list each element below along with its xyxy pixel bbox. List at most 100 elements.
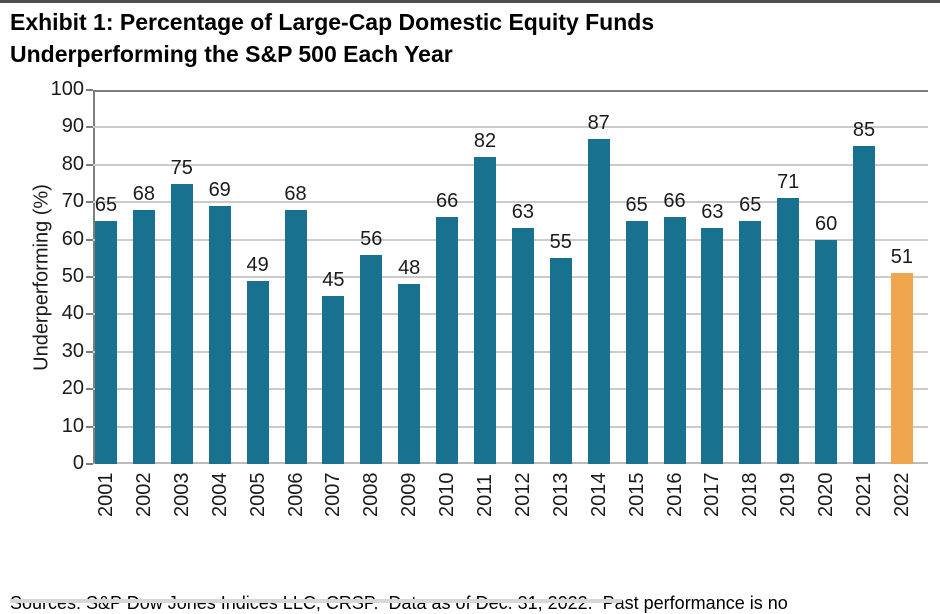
x-axis-tick-label: 2010 xyxy=(436,472,459,518)
x-axis-tick-label: 2020 xyxy=(815,472,838,518)
bar-value-label: 75 xyxy=(170,156,193,179)
x-axis-tick-label: 2022 xyxy=(890,472,913,518)
bar-value-label: 65 xyxy=(625,193,648,216)
chart-title-line1: Exhibit 1: Percentage of Large-Cap Domes… xyxy=(10,9,655,35)
y-tick-mark xyxy=(86,238,93,241)
bar-2002 xyxy=(132,209,155,464)
x-axis-tick-label: 2016 xyxy=(663,472,686,518)
x-axis-tick-label: 2011 xyxy=(474,473,496,517)
bar-2019 xyxy=(777,198,800,464)
bar-value-label: 66 xyxy=(663,190,686,213)
y-tick-mark xyxy=(86,350,93,353)
bar-2001 xyxy=(95,220,117,464)
x-axis-tick-label: 2017 xyxy=(701,472,724,518)
bottom-divider xyxy=(10,599,622,603)
y-tick-mark xyxy=(86,463,93,465)
bar-value-label: 69 xyxy=(208,178,231,201)
bar-2013 xyxy=(549,258,572,464)
bar-value-label: 55 xyxy=(549,231,572,254)
y-axis-tick-label: 20 xyxy=(61,377,84,400)
bar-value-label: 63 xyxy=(511,201,535,224)
y-tick-mark xyxy=(86,89,93,91)
gridline xyxy=(93,313,928,316)
bar-2005 xyxy=(246,280,269,464)
bar-2022 xyxy=(890,273,913,464)
bar-value-label: 51 xyxy=(890,246,914,269)
source-note-line1: Sources: S&P Dow Jones Indices LLC, CRSP… xyxy=(10,593,788,613)
bar-value-label: 68 xyxy=(132,182,156,205)
bar-2020 xyxy=(815,239,838,464)
bar-2004 xyxy=(208,205,231,464)
y-tick-mark xyxy=(86,126,93,129)
gridline xyxy=(93,238,928,241)
gridline xyxy=(93,350,928,353)
bar-value-label: 56 xyxy=(360,227,383,250)
y-tick-mark xyxy=(86,388,93,391)
bar-2009 xyxy=(398,284,421,464)
x-axis-tick-label: 2006 xyxy=(284,472,307,518)
gridline xyxy=(93,126,928,129)
x-axis-tick-label: 2013 xyxy=(549,472,572,518)
y-axis-tick-label: 90 xyxy=(61,115,84,138)
bar-value-label: 87 xyxy=(587,111,610,134)
x-axis-tick-label: 2008 xyxy=(360,472,383,518)
bar-value-label: 66 xyxy=(435,190,459,213)
bar-2021 xyxy=(853,146,875,464)
x-axis-tick-label: 2015 xyxy=(625,472,648,518)
x-axis-tick-label: 2014 xyxy=(587,472,610,518)
bar-value-label: 85 xyxy=(852,119,876,142)
y-tick-mark xyxy=(86,201,93,204)
x-axis-tick-label: 2018 xyxy=(739,472,762,518)
bar-value-label: 60 xyxy=(814,212,838,235)
y-tick-mark xyxy=(86,276,93,278)
gridline xyxy=(93,201,928,204)
x-axis-tick-label: 2012 xyxy=(511,472,534,518)
x-axis-tick-label: 2019 xyxy=(777,472,800,518)
x-axis-tick-label: 2001 xyxy=(95,472,117,518)
bar-2018 xyxy=(739,220,762,464)
gridline xyxy=(93,425,928,428)
bar-2017 xyxy=(701,228,724,464)
x-axis-tick-label: 2003 xyxy=(170,472,193,518)
bar-2003 xyxy=(170,183,193,464)
y-axis-tick-label: 40 xyxy=(61,302,84,325)
chart-title-line2: Underperforming the S&P 500 Each Year xyxy=(10,41,453,67)
bar-value-label: 65 xyxy=(739,193,762,216)
y-axis-tick-label: 50 xyxy=(61,265,84,287)
chart-title: Exhibit 1: Percentage of Large-Cap Domes… xyxy=(10,6,930,70)
bar-value-label: 71 xyxy=(777,171,800,194)
bar-2006 xyxy=(284,209,307,464)
y-axis-tick-label: 30 xyxy=(61,339,84,362)
bar-2016 xyxy=(663,217,686,464)
gridline xyxy=(93,276,928,278)
x-axis-tick-label: 2004 xyxy=(208,472,231,518)
y-tick-mark xyxy=(86,313,93,316)
y-axis-tick-label: 0 xyxy=(72,452,84,474)
y-axis-tick-label: 60 xyxy=(61,227,84,250)
y-axis-tick-label: 10 xyxy=(61,414,84,437)
bar-value-label: 82 xyxy=(473,130,497,153)
bar-value-label: 68 xyxy=(284,182,307,205)
gridline xyxy=(93,388,928,391)
bar-2007 xyxy=(322,295,345,464)
bar-2011 xyxy=(474,157,496,464)
x-axis-tick-label: 2007 xyxy=(322,472,345,518)
y-tick-mark xyxy=(86,163,93,166)
source-note: Sources: S&P Dow Jones Indices LLC, CRSP… xyxy=(10,541,930,614)
x-axis-tick-label: 2002 xyxy=(132,472,155,518)
y-axis-tick-label: 70 xyxy=(61,190,84,213)
y-axis-tick-label: 80 xyxy=(61,152,84,175)
x-axis-tick-label: 2021 xyxy=(853,472,875,518)
bar-value-label: 49 xyxy=(246,253,269,276)
y-axis-tick-label: 100 xyxy=(50,78,84,100)
gridline xyxy=(93,163,928,166)
top-divider xyxy=(0,0,940,3)
bar-2014 xyxy=(587,138,610,464)
y-tick-mark xyxy=(86,425,93,428)
x-axis-tick-label: 2005 xyxy=(246,472,269,518)
x-axis-tick-label: 2009 xyxy=(398,472,421,518)
bar-2012 xyxy=(511,228,534,464)
bar-2015 xyxy=(625,220,648,464)
bar-2008 xyxy=(360,254,383,464)
